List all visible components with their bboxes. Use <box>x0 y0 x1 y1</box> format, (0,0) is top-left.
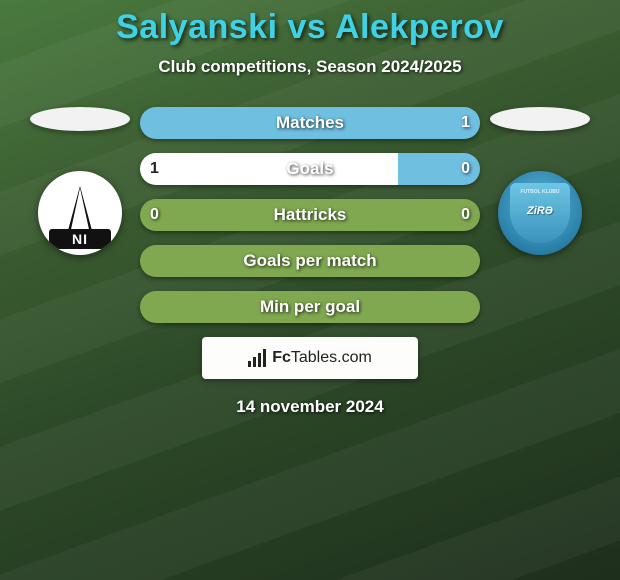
brand-part-c: .com <box>337 349 372 366</box>
stat-bar-right-fill <box>140 107 480 139</box>
page-title: Salyanski vs Alekperov <box>0 8 620 47</box>
main-area: NI Matches1 Goals10 Hattricks00 Goals per m… <box>0 107 620 323</box>
stat-bar-left-fill <box>140 245 480 277</box>
footer-brand-text: FcTables.com <box>272 349 372 367</box>
stat-row: Min per goal <box>140 291 480 323</box>
left-club-badge: NI <box>38 171 122 255</box>
stat-row: Matches1 <box>140 107 480 139</box>
left-badge-text: NI <box>49 229 111 249</box>
stat-bar-right-fill <box>398 153 480 185</box>
stat-row: Hattricks00 <box>140 199 480 231</box>
brand-part-a: Fc <box>272 349 291 366</box>
stat-bars-container: Matches1 Goals10 Hattricks00 Goals per matc… <box>140 107 480 323</box>
stat-bar-left-fill <box>140 153 398 185</box>
stat-bar-track <box>140 291 480 323</box>
left-column: NI <box>30 107 130 255</box>
footer-date: 14 november 2024 <box>0 397 620 417</box>
right-column <box>490 107 590 255</box>
page-subtitle: Club competitions, Season 2024/2025 <box>0 57 620 77</box>
left-flag-ellipse <box>30 107 130 131</box>
stat-bar-track <box>140 107 480 139</box>
content-root: Salyanski vs Alekperov Club competitions… <box>0 0 620 417</box>
brand-part-b: Tables <box>291 349 337 366</box>
stat-bar-left-fill <box>140 291 480 323</box>
stat-bar-track <box>140 199 480 231</box>
stat-row: Goals per match <box>140 245 480 277</box>
right-badge-inner <box>510 183 570 243</box>
right-flag-ellipse <box>490 107 590 131</box>
stat-row: Goals10 <box>140 153 480 185</box>
stat-bar-left-fill <box>140 199 480 231</box>
right-club-badge <box>498 171 582 255</box>
stat-bar-track <box>140 153 480 185</box>
bar-chart-icon <box>248 349 266 367</box>
stat-bar-track <box>140 245 480 277</box>
footer-brand-box: FcTables.com <box>202 337 418 379</box>
